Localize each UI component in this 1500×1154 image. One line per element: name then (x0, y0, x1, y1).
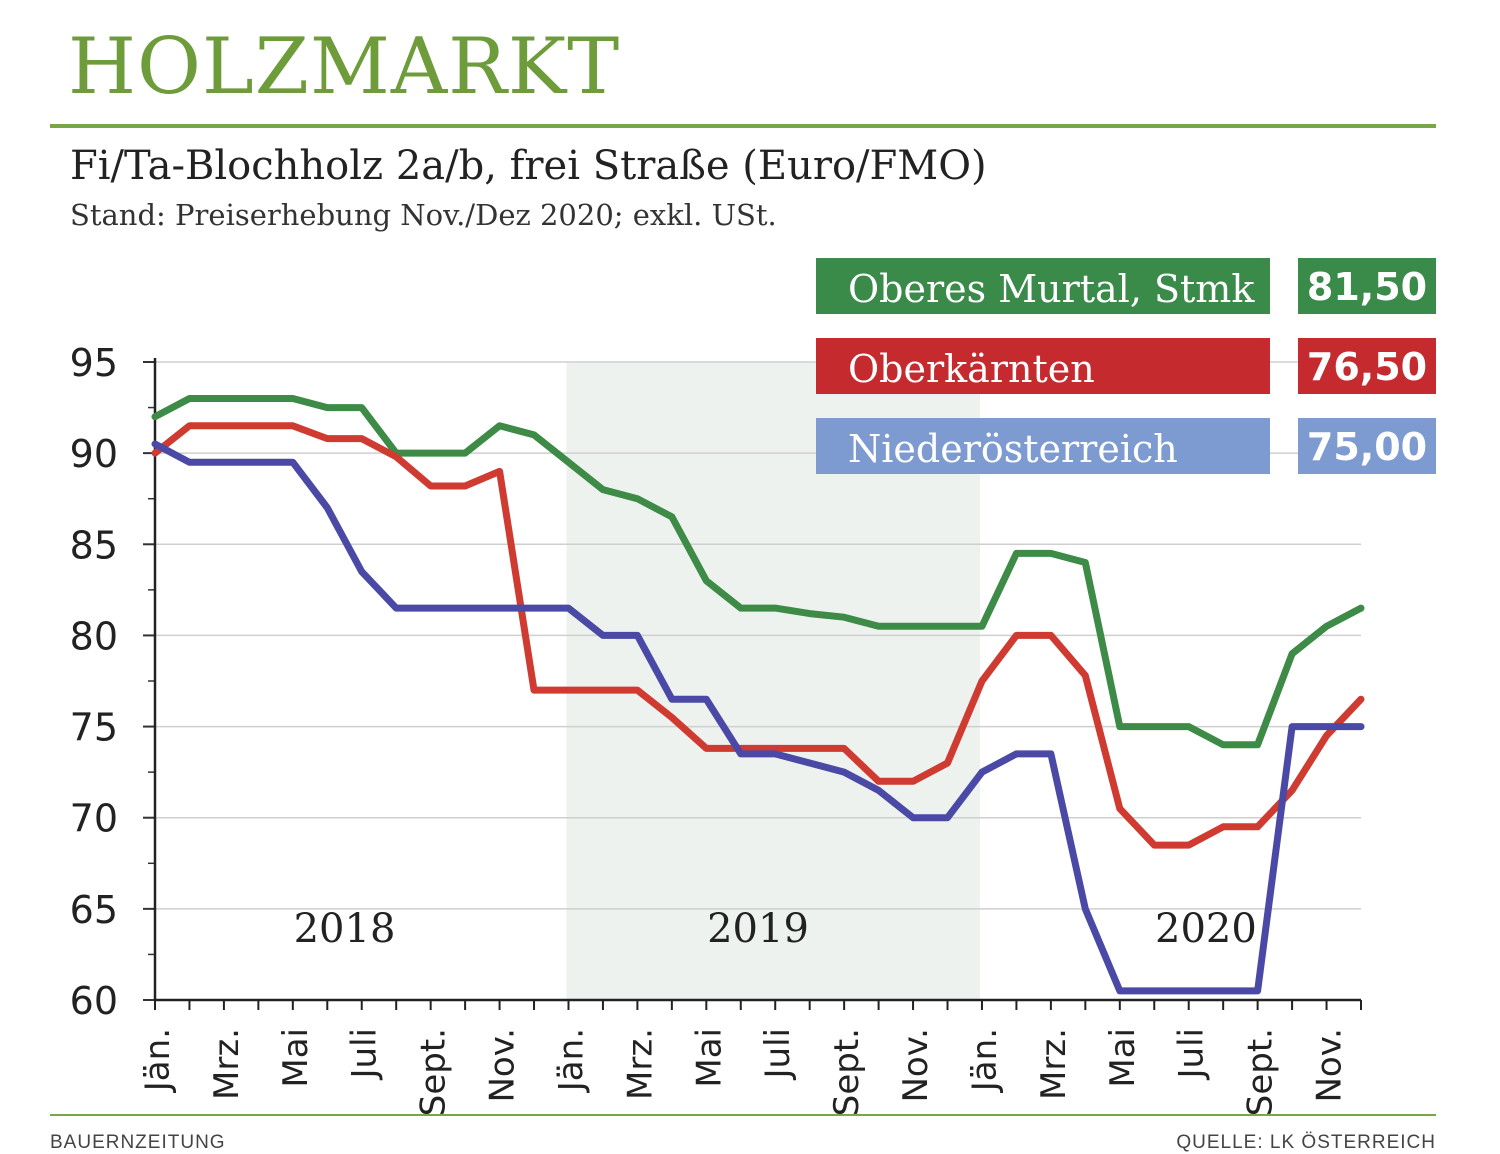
y-tick-label: 85 (70, 523, 118, 567)
y-tick-label: 80 (70, 614, 118, 658)
x-tick-label: Jän. (965, 1028, 1005, 1093)
legend-value-box-1 (1298, 258, 1436, 314)
x-tick-label: Mai (276, 1028, 316, 1088)
year-label-2018: 2018 (294, 906, 396, 952)
legend-value-3: 75,00 (1307, 425, 1427, 469)
x-tick-label: Jän. (551, 1028, 591, 1093)
x-tick-label: Sept. (1241, 1028, 1281, 1116)
x-tick-label: Mai (1103, 1028, 1143, 1088)
x-tick-label: Mrz. (1034, 1028, 1074, 1100)
series-line-1 (151, 395, 1365, 749)
title-divider (50, 124, 1436, 128)
chart-title: HOLZMARKT (68, 22, 621, 112)
x-tick-label: Sept. (414, 1028, 454, 1116)
x-tick-label: Sept. (827, 1028, 867, 1116)
footer-source: QUELLE: LK ÖSTERREICH (1176, 1132, 1436, 1153)
x-tick-label: Mrz. (620, 1028, 660, 1100)
x-tick-label: Nov. (896, 1028, 936, 1103)
year-label-2020: 2020 (1155, 906, 1257, 952)
y-tick-label: 95 (70, 341, 118, 385)
x-tick-label: Juli (758, 1028, 798, 1080)
x-tick-label: Mai (689, 1028, 729, 1088)
footer-divider (50, 1114, 1436, 1116)
x-tick-label: Nov. (1310, 1028, 1350, 1103)
footer-publisher: BAUERNZEITUNG (50, 1132, 226, 1153)
legend-label-2: Oberkärnten (848, 347, 1095, 391)
legend-swatch-2 (816, 338, 1270, 394)
x-tick-label: Jän. (138, 1028, 178, 1093)
y-tick-label: 65 (70, 888, 118, 932)
chart-note: Stand: Preiserhebung Nov./Dez 2020; exkl… (70, 198, 777, 232)
chart-subtitle: Fi/Ta-Blochholz 2a/b, frei Straße (Euro/… (70, 143, 987, 189)
series-line-2 (151, 422, 1365, 849)
y-tick-label: 90 (70, 432, 118, 476)
legend-value-2: 76,50 (1307, 345, 1427, 389)
legend-value-1: 81,50 (1307, 265, 1427, 309)
legend-swatch-1 (816, 258, 1270, 314)
x-tick-label: Nov. (483, 1028, 523, 1103)
y-tick-label: 75 (70, 706, 118, 750)
legend-label-1: Oberes Murtal, Stmk (848, 267, 1255, 311)
x-tick-label: Mrz. (207, 1028, 247, 1100)
y-tick-label: 60 (70, 979, 118, 1023)
legend-value-box-2 (1298, 338, 1436, 394)
x-tick-label: Juli (345, 1028, 385, 1080)
legend-label-3: Niederösterreich (848, 427, 1178, 471)
legend-value-box-3 (1298, 418, 1436, 474)
x-tick-label: Juli (1172, 1028, 1212, 1080)
year-label-2019: 2019 (707, 906, 809, 952)
legend-swatch-3 (816, 418, 1270, 474)
series-line-3 (151, 440, 1365, 995)
y-tick-label: 70 (70, 797, 118, 841)
